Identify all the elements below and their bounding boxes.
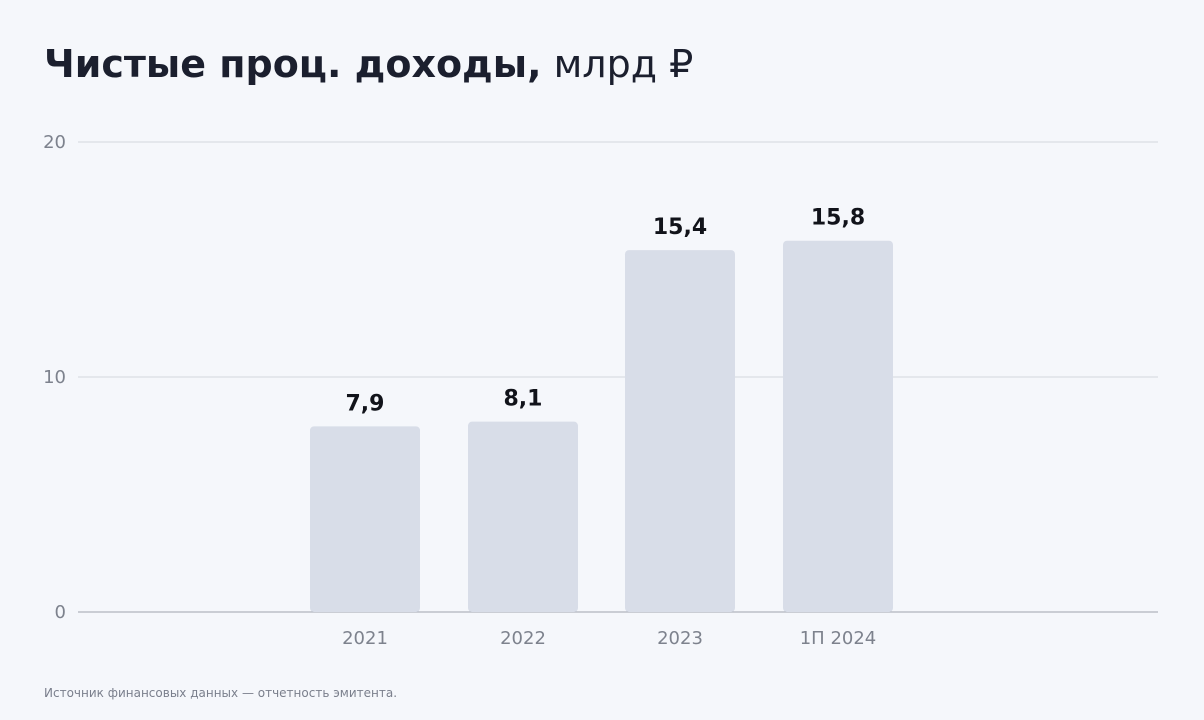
source-note: Источник финансовых данных — отчетность … — [44, 686, 398, 700]
x-tick-label: 2021 — [342, 628, 388, 649]
chart-title-unit: млрд ₽ — [553, 42, 694, 86]
x-tick-label: 2022 — [500, 628, 546, 649]
bar — [310, 426, 420, 612]
y-tick-label: 10 — [43, 367, 66, 388]
bar — [468, 421, 578, 612]
data-label: 15,8 — [811, 206, 865, 231]
bar-chart: 0 10 20 7,9 2021 8,1 2022 15,4 2023 15,8 1П 2024 — [43, 132, 1158, 649]
x-tick-label: 2023 — [657, 628, 703, 649]
y-tick-label: 0 — [55, 602, 66, 623]
data-label: 8,1 — [504, 387, 543, 412]
bar — [783, 240, 893, 612]
bar — [625, 250, 735, 612]
data-label: 7,9 — [346, 391, 385, 416]
y-tick-label: 20 — [43, 132, 66, 153]
chart-title: Чистые проц. доходы, млрд ₽ — [44, 42, 693, 86]
data-label: 15,4 — [653, 215, 707, 240]
chart-title-main: Чистые проц. доходы, — [44, 42, 542, 86]
x-tick-label: 1П 2024 — [800, 628, 877, 649]
